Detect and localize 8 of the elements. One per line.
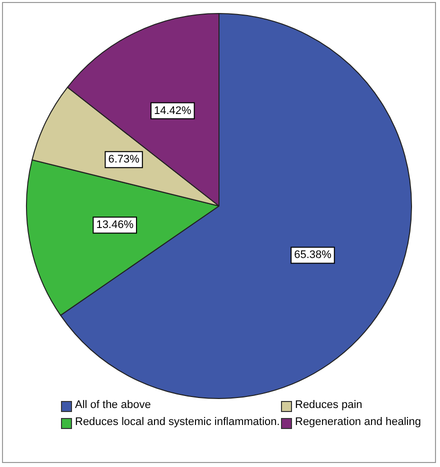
data-label: 6.73% [108,154,140,166]
legend-label: Regeneration and healing [295,416,421,428]
data-label: 14.42% [154,104,192,117]
data-label: 13.46% [96,219,134,232]
legend-label: Reduces pain [295,399,362,411]
legend-label: Reduces local and systemic inflammation. [75,416,280,428]
legend-label: All of the above [75,399,151,411]
data-label: 65.38% [294,249,332,262]
